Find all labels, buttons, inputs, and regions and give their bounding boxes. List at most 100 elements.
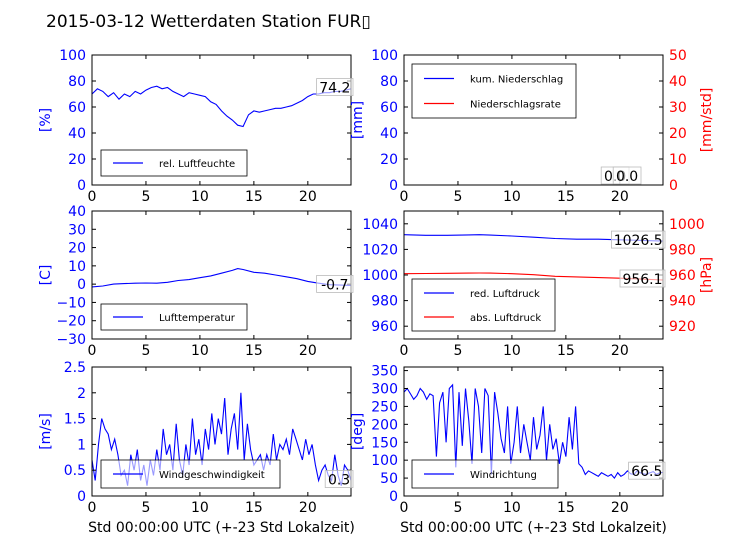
x-tick-label: 15 xyxy=(245,343,263,359)
series-line-humidity-0 xyxy=(91,85,352,128)
legend-precipitation: kum. Niederschlag Niederschlagsrate xyxy=(411,63,577,119)
x-tick-label: 5 xyxy=(141,343,150,359)
axes-frame-precipitation xyxy=(403,54,664,186)
y-tick-label: 250 xyxy=(371,399,398,415)
y-tick-label: 80 xyxy=(380,74,398,90)
x-tick-label: 20 xyxy=(611,500,629,516)
annotation-value: 0.3 xyxy=(328,473,350,489)
y-tick-label: 40 xyxy=(68,126,86,142)
x-tick-label: 15 xyxy=(557,500,575,516)
y-tick-label: −20 xyxy=(56,314,86,330)
y2-tick-label: 1000 xyxy=(669,217,705,233)
annotation-value: 66.5 xyxy=(631,464,662,480)
y2-tick-label: 960 xyxy=(669,268,696,284)
x-tick-label: 5 xyxy=(141,189,150,205)
x-tick-label: 0 xyxy=(400,500,409,516)
y-tick-label: 350 xyxy=(371,364,398,380)
y-tick-label: 60 xyxy=(380,100,398,116)
y-axis-label: [deg] xyxy=(350,413,366,450)
x-tick-label: 10 xyxy=(191,343,209,359)
panel-windspeed: 0 5 10 15 20 0 0.5 1 1.5 2 2.5 [m/s] Std 00:00:00 UT… xyxy=(38,360,355,536)
y-tick-label: 100 xyxy=(371,453,398,469)
x-tick-label: 15 xyxy=(245,189,263,205)
y2-tick-label: 940 xyxy=(669,294,696,310)
legend-humidity: rel. Luftfeuchte xyxy=(100,149,248,177)
y-tick-label: 10 xyxy=(68,259,86,275)
y2-tick-label: 20 xyxy=(669,126,687,142)
annotation-box xyxy=(324,470,354,488)
y-tick-label: 50 xyxy=(380,471,398,487)
y2-axis-label: [hPa] xyxy=(699,257,715,293)
legend-pressure: red. Luftdruck abs. Luftdruck xyxy=(411,278,556,332)
value-annotation-pressure: 1026.5 xyxy=(611,230,666,249)
y-tick-label: 1020 xyxy=(362,242,398,258)
series-line-winddirection-0 xyxy=(403,383,664,480)
value-annotation-winddirection: 66.5 xyxy=(628,461,666,480)
y-tick-label: 960 xyxy=(371,319,398,335)
x-tick-label: 15 xyxy=(245,500,263,516)
y-tick-label: 20 xyxy=(380,152,398,168)
x-tick-label: 20 xyxy=(299,189,317,205)
legend-temperature: Lufttemperatur xyxy=(100,303,248,331)
y-tick-label: 0 xyxy=(77,277,86,293)
y-tick-label: 1040 xyxy=(362,217,398,233)
x-tick-label: 10 xyxy=(191,500,209,516)
value-annotation-pressure: 956.1 xyxy=(619,269,666,288)
annotation-box xyxy=(619,269,666,288)
legend-winddirection: Windrichtung xyxy=(411,459,559,489)
x-axis-label: Std 00:00:00 UTC (+-23 Std Lokalzeit) xyxy=(400,520,667,536)
y-tick-label: 150 xyxy=(371,435,398,451)
y-tick-label: 0 xyxy=(389,489,398,505)
y-tick-label: 100 xyxy=(371,48,398,64)
y2-axis-label: [mm/std] xyxy=(699,88,715,153)
y-tick-label: 20 xyxy=(68,241,86,257)
y-tick-label: −10 xyxy=(56,295,86,311)
y2-tick-label: 40 xyxy=(669,74,687,90)
legend-label: red. Luftdruck xyxy=(470,289,540,300)
value-annotation-precipitation: 0.0 xyxy=(612,166,642,185)
y-tick-label: 40 xyxy=(380,126,398,142)
x-tick-label: 5 xyxy=(453,343,462,359)
y2-tick-label: 0 xyxy=(669,178,678,194)
x-tick-label: 15 xyxy=(557,189,575,205)
y-axis-label: [C] xyxy=(38,265,54,286)
legend-label: rel. Luftfeuchte xyxy=(159,159,235,170)
x-tick-label: 0 xyxy=(88,189,97,205)
legend-label: Niederschlagsrate xyxy=(470,100,561,111)
x-tick-label: 15 xyxy=(557,343,575,359)
y-tick-label: 0 xyxy=(77,489,86,505)
annotation-box xyxy=(316,78,354,96)
axes-frame-humidity xyxy=(91,54,352,186)
legend-box xyxy=(411,63,577,119)
x-tick-label: 5 xyxy=(453,500,462,516)
legend-label: Windrichtung xyxy=(470,470,537,481)
y-tick-label: 980 xyxy=(371,294,398,310)
axes-frame-temperature xyxy=(91,210,352,340)
x-tick-label: 5 xyxy=(141,500,150,516)
x-tick-label: 20 xyxy=(299,343,317,359)
y-tick-label: 200 xyxy=(371,417,398,433)
legend-windspeed: Windgeschwindigkeit xyxy=(100,459,281,489)
y-tick-label: 1.5 xyxy=(64,412,86,428)
legend-label: kum. Niederschlag xyxy=(470,75,563,86)
y-tick-label: 0 xyxy=(77,178,86,194)
legend-label: Windgeschwindigkeit xyxy=(159,470,265,481)
annotation-value: 0.0 xyxy=(616,169,638,185)
x-tick-label: 10 xyxy=(503,500,521,516)
panel-precipitation: 0 5 10 15 20 0 20 40 60 80 100 0 10 20 30 40 50 [mm] [mm/s… xyxy=(350,48,715,205)
x-tick-label: 10 xyxy=(191,189,209,205)
annotation-value: -0.7 xyxy=(321,277,348,293)
annotation-value: 1026.5 xyxy=(614,233,663,249)
panel-pressure: 0 5 10 15 20 960 980 1000 1020 1040 920 940 960 980 10… xyxy=(362,210,715,359)
y2-tick-label: 980 xyxy=(669,242,696,258)
y-tick-label: 300 xyxy=(371,382,398,398)
x-tick-label: 0 xyxy=(88,343,97,359)
y-tick-label: 30 xyxy=(68,222,86,238)
y-axis-label: [m/s] xyxy=(38,413,54,450)
y-tick-label: 20 xyxy=(68,152,86,168)
x-tick-label: 5 xyxy=(453,189,462,205)
x-tick-label: 10 xyxy=(503,189,521,205)
y-tick-label: 2 xyxy=(77,386,86,402)
y-axis-label: [mm] xyxy=(350,101,366,139)
